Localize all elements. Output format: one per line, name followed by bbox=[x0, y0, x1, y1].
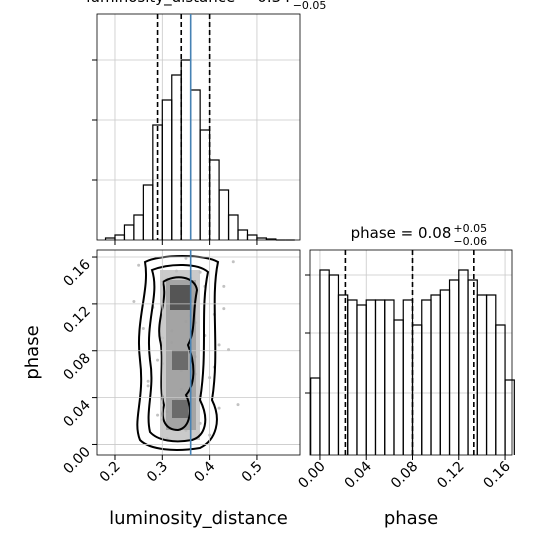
x-tick-label: 0.00 bbox=[295, 459, 328, 492]
hist-bar bbox=[142, 184, 154, 240]
axes-frame bbox=[96, 249, 301, 456]
sample-point bbox=[156, 413, 160, 417]
sample-point bbox=[222, 284, 226, 288]
hist-bar bbox=[171, 74, 182, 240]
sample-point bbox=[217, 343, 221, 347]
hist-bar bbox=[237, 229, 249, 240]
contour bbox=[147, 264, 210, 443]
x-axis-label: luminosity_distance bbox=[109, 508, 288, 529]
panel-title: luminosity_distance = 0.34 bbox=[86, 0, 290, 7]
axes-frame bbox=[96, 13, 301, 241]
hist-bar bbox=[365, 299, 377, 455]
hist-bar bbox=[347, 299, 358, 455]
hist-bar bbox=[439, 289, 451, 455]
hist-bar bbox=[123, 224, 135, 240]
density-cell bbox=[172, 400, 188, 418]
x-tick-label: 0.12 bbox=[434, 459, 467, 492]
density-cell bbox=[170, 285, 190, 310]
hist-bar bbox=[485, 294, 497, 455]
hist-bar bbox=[218, 189, 230, 240]
sample-point bbox=[222, 307, 226, 311]
hist-bar bbox=[246, 234, 258, 240]
y-axis-label: phase bbox=[22, 325, 43, 379]
y-tick-label: 0.04 bbox=[60, 397, 93, 430]
hist-bar bbox=[227, 214, 239, 240]
contour bbox=[158, 276, 199, 432]
sample-point bbox=[184, 256, 188, 260]
density-and-contours bbox=[136, 255, 220, 451]
sample-point bbox=[156, 358, 160, 362]
x-tick-label: 0.5 bbox=[239, 459, 266, 486]
hist-bar bbox=[133, 214, 144, 240]
axes-frame bbox=[309, 249, 513, 456]
hist-bar bbox=[448, 279, 460, 455]
hist-bar bbox=[384, 299, 395, 455]
hist-bar bbox=[458, 269, 469, 455]
sample-point bbox=[146, 379, 150, 383]
y-tick-label: 0.12 bbox=[60, 303, 93, 336]
panel-phase: 0.00 0.04 0.08 0.12 0.16 phase = 0.08 +0.05−0.… bbox=[295, 222, 515, 529]
sample-point bbox=[217, 406, 221, 410]
x-tick-label: 0.4 bbox=[191, 458, 218, 485]
panel-title: phase = 0.08 bbox=[351, 224, 452, 242]
title-lower: −0.05 bbox=[293, 0, 327, 12]
x-axis-label: phase bbox=[384, 508, 438, 529]
x-tick-label: 0.04 bbox=[342, 458, 375, 491]
hist-bar bbox=[319, 269, 330, 455]
title-main: phase = 0.08 bbox=[351, 224, 452, 242]
hist-bar bbox=[310, 377, 321, 455]
hist-bar bbox=[190, 89, 201, 240]
title-upper: +0.05 bbox=[453, 222, 487, 235]
hist-bar bbox=[411, 324, 423, 455]
hist-bar bbox=[356, 304, 367, 455]
hist-bar bbox=[180, 59, 192, 240]
density-cell bbox=[172, 350, 188, 370]
hist-bar bbox=[337, 294, 349, 455]
hist-bar bbox=[495, 324, 506, 455]
hist-bar bbox=[199, 129, 211, 240]
sample-point bbox=[137, 263, 141, 267]
title-lower: −0.06 bbox=[453, 235, 487, 248]
x-tick-label: 0.08 bbox=[388, 459, 421, 492]
hist-bar bbox=[161, 99, 173, 240]
hist-bar bbox=[476, 294, 488, 455]
contour bbox=[136, 255, 220, 451]
panel-luminosity-distance: luminosity_distance = 0.34+0.06−0.05 bbox=[86, 0, 326, 245]
hist-bar bbox=[114, 234, 126, 240]
y-tick-label: 0.00 bbox=[60, 444, 93, 477]
sample-point bbox=[227, 348, 231, 352]
hist-bar bbox=[467, 279, 478, 455]
title-main: luminosity_distance = 0.34 bbox=[86, 0, 290, 7]
sample-point bbox=[146, 384, 150, 388]
sample-point bbox=[231, 260, 235, 264]
x-tick-label: 0.16 bbox=[481, 458, 514, 491]
hist-bar bbox=[374, 299, 386, 455]
sample-point bbox=[132, 300, 136, 304]
sample-point bbox=[141, 326, 145, 330]
sample-point bbox=[236, 403, 240, 407]
hist-bar bbox=[209, 159, 220, 240]
hist-bar bbox=[504, 379, 515, 455]
hist-bar bbox=[430, 294, 441, 455]
hist-bar bbox=[265, 238, 277, 240]
x-tick-label: 0.3 bbox=[144, 459, 171, 486]
hist-bar bbox=[421, 299, 432, 455]
x-tick-label: 0.2 bbox=[97, 459, 124, 486]
y-tick-label: 0.08 bbox=[60, 350, 93, 383]
hist-bar bbox=[328, 274, 340, 455]
hist-bar bbox=[393, 319, 404, 455]
y-tick-label: 0.16 bbox=[60, 256, 93, 289]
hist-bar bbox=[402, 299, 414, 455]
